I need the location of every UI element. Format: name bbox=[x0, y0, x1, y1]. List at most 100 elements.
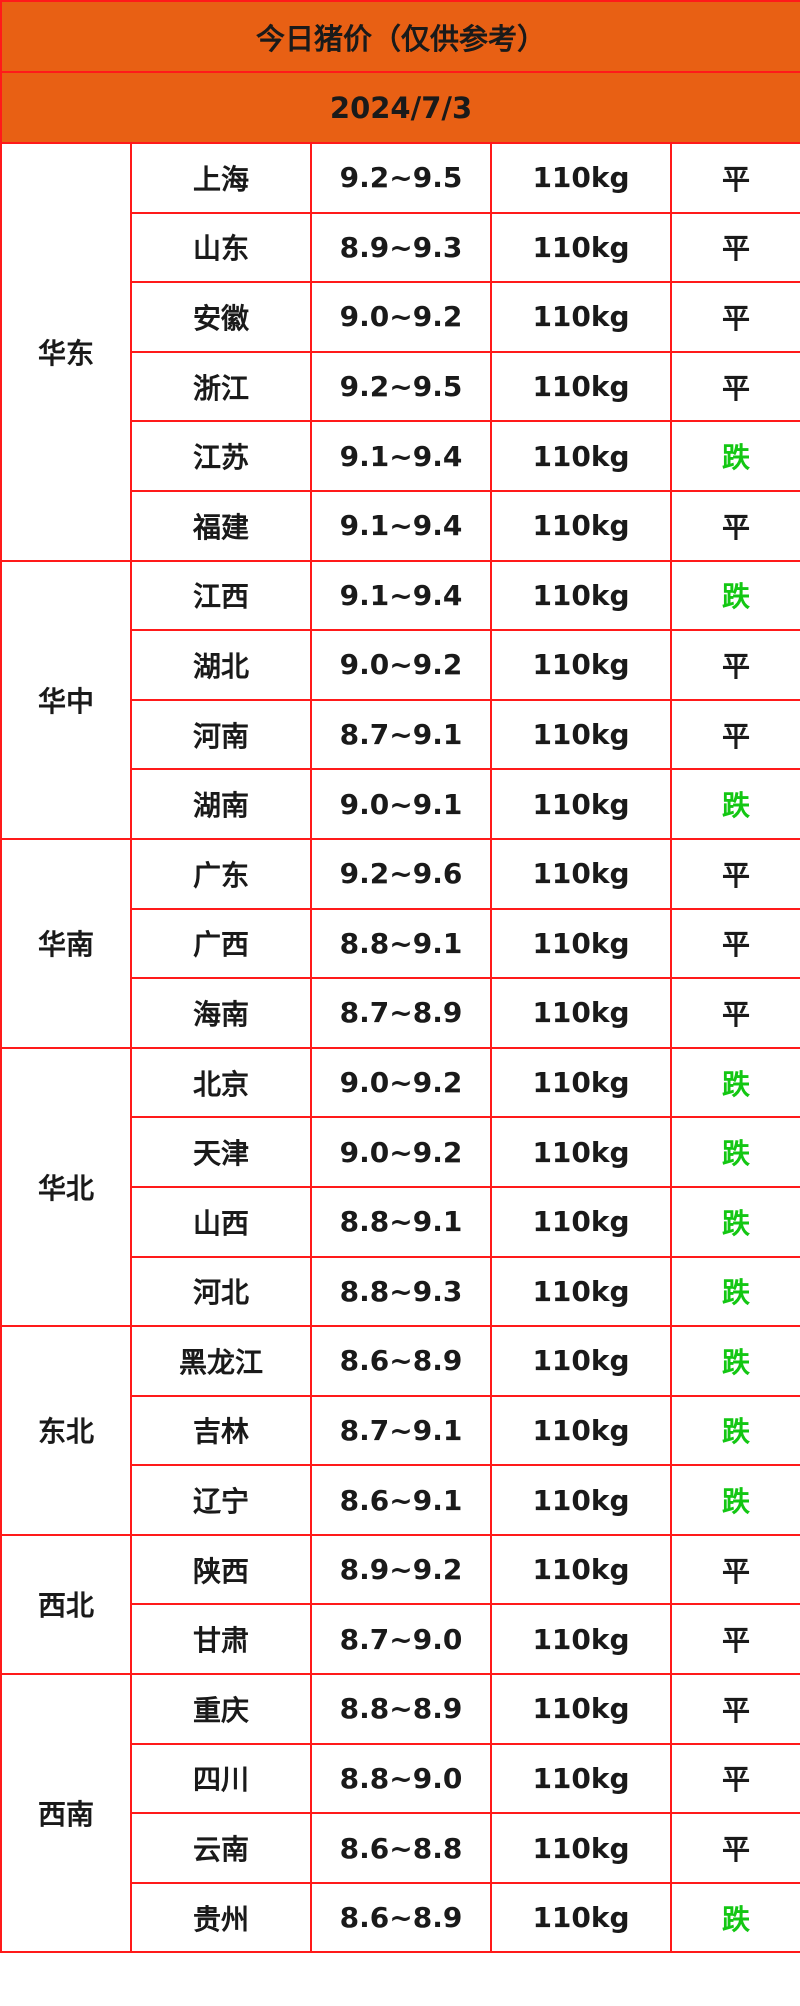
weight-cell: 110kg bbox=[490, 837, 672, 910]
province-cell: 四川 bbox=[130, 1742, 312, 1815]
trend-cell: 跌 bbox=[669, 420, 800, 492]
province-cell: 湖北 bbox=[130, 629, 312, 701]
table-row: 江苏 9.1~9.4 110kg 跌 bbox=[1, 420, 800, 492]
weight-cell: 110kg bbox=[490, 1603, 672, 1676]
weight-cell: 110kg bbox=[490, 1881, 672, 1954]
weight-cell: 110kg bbox=[490, 1046, 672, 1119]
province-cell: 甘肃 bbox=[130, 1603, 312, 1676]
price-cell: 9.0~9.2 bbox=[310, 629, 492, 701]
trend-cell: 平 bbox=[669, 1812, 800, 1884]
table-row: 福建 9.1~9.4 110kg 平 bbox=[1, 489, 800, 562]
province-cell: 山东 bbox=[130, 211, 312, 284]
price-cell: 8.8~9.1 bbox=[310, 907, 492, 980]
weight-cell: 110kg bbox=[490, 698, 672, 771]
trend-cell: 平 bbox=[669, 489, 800, 562]
table-row: 广西 8.8~9.1 110kg 平 bbox=[1, 907, 800, 980]
trend-cell: 跌 bbox=[669, 1116, 800, 1188]
province-cell: 山西 bbox=[130, 1185, 312, 1258]
weight-cell: 110kg bbox=[490, 1464, 672, 1536]
province-cell: 海南 bbox=[130, 977, 312, 1049]
trend-cell: 跌 bbox=[669, 1394, 800, 1467]
province-cell: 河南 bbox=[130, 698, 312, 771]
weight-cell: 110kg bbox=[490, 281, 672, 353]
weight-cell: 110kg bbox=[490, 907, 672, 980]
table-row: 西北 陕西 8.9~9.2 110kg 平 bbox=[0, 1533, 800, 1676]
province-cell: 重庆 bbox=[130, 1673, 312, 1745]
province-cell: 湖南 bbox=[130, 768, 312, 840]
region-cell: 东北 bbox=[0, 1325, 132, 1536]
table-row: 山东 8.9~9.3 110kg 平 bbox=[1, 211, 800, 284]
weight-cell: 110kg bbox=[490, 489, 672, 562]
trend-cell: 平 bbox=[669, 698, 800, 771]
trend-cell: 平 bbox=[669, 977, 800, 1049]
trend-cell: 平 bbox=[669, 907, 800, 980]
price-cell: 9.2~9.5 bbox=[310, 142, 492, 214]
weight-cell: 110kg bbox=[490, 420, 672, 492]
table-row: 华中 江西 9.1~9.4 110kg 跌 bbox=[0, 559, 800, 840]
weight-cell: 110kg bbox=[490, 1325, 672, 1397]
region-cell: 西南 bbox=[0, 1673, 132, 1954]
price-cell: 8.6~9.1 bbox=[310, 1464, 492, 1536]
weight-cell: 110kg bbox=[490, 1533, 672, 1606]
trend-cell: 平 bbox=[669, 837, 800, 910]
table-row: 华东 上海 9.2~9.5 110kg 平 bbox=[0, 142, 800, 562]
table-row: 天津 9.0~9.2 110kg 跌 bbox=[1, 1116, 800, 1188]
price-cell: 8.7~8.9 bbox=[310, 977, 492, 1049]
trend-cell: 跌 bbox=[669, 1185, 800, 1258]
table-row: 山西 8.8~9.1 110kg 跌 bbox=[1, 1185, 800, 1258]
table-row: 云南 8.6~8.8 110kg 平 bbox=[1, 1812, 800, 1884]
weight-cell: 110kg bbox=[490, 142, 672, 214]
weight-cell: 110kg bbox=[490, 1185, 672, 1258]
weight-cell: 110kg bbox=[490, 1742, 672, 1815]
trend-cell: 跌 bbox=[669, 1255, 800, 1328]
trend-cell: 跌 bbox=[669, 1046, 800, 1119]
province-cell: 天津 bbox=[130, 1116, 312, 1188]
price-cell: 9.2~9.6 bbox=[310, 837, 492, 910]
weight-cell: 110kg bbox=[490, 977, 672, 1049]
region-cell: 华东 bbox=[0, 142, 132, 562]
table-row: 浙江 9.2~9.5 110kg 平 bbox=[1, 350, 800, 423]
region-cell: 西北 bbox=[0, 1533, 132, 1676]
region-cell: 华中 bbox=[0, 559, 132, 840]
weight-cell: 110kg bbox=[490, 1394, 672, 1467]
table-row: 四川 8.8~9.0 110kg 平 bbox=[1, 1742, 800, 1815]
weight-cell: 110kg bbox=[490, 211, 672, 284]
table-row: 海南 8.7~8.9 110kg 平 bbox=[1, 977, 800, 1049]
province-cell: 浙江 bbox=[130, 350, 312, 423]
trend-cell: 平 bbox=[669, 1603, 800, 1676]
province-cell: 江西 bbox=[130, 559, 312, 632]
trend-cell: 平 bbox=[669, 1673, 800, 1745]
trend-cell: 平 bbox=[669, 350, 800, 423]
table-row: 安徽 9.0~9.2 110kg 平 bbox=[1, 281, 800, 353]
trend-cell: 跌 bbox=[669, 1464, 800, 1536]
table-row: 河北 8.8~9.3 110kg 跌 bbox=[1, 1255, 800, 1328]
weight-cell: 110kg bbox=[490, 1116, 672, 1188]
table-row: 湖北 9.0~9.2 110kg 平 bbox=[1, 629, 800, 701]
province-cell: 上海 bbox=[130, 142, 312, 214]
pig-price-table: 今日猪价（仅供参考） 2024/7/3 华东 上海 9.2~9.5 110kg 平山东 8… bbox=[0, 0, 800, 1954]
weight-cell: 110kg bbox=[490, 629, 672, 701]
price-cell: 8.8~9.3 bbox=[310, 1255, 492, 1328]
province-cell: 北京 bbox=[130, 1046, 312, 1119]
province-cell: 辽宁 bbox=[130, 1464, 312, 1536]
province-cell: 福建 bbox=[130, 489, 312, 562]
trend-cell: 平 bbox=[669, 142, 800, 214]
price-cell: 8.6~8.9 bbox=[310, 1881, 492, 1954]
table-row: 东北 黑龙江 8.6~8.9 110kg 跌 bbox=[0, 1325, 800, 1536]
trend-cell: 平 bbox=[669, 1742, 800, 1815]
price-cell: 8.9~9.2 bbox=[310, 1533, 492, 1606]
province-cell: 黑龙江 bbox=[130, 1325, 312, 1397]
table-row: 辽宁 8.6~9.1 110kg 跌 bbox=[1, 1464, 800, 1536]
price-cell: 8.7~9.1 bbox=[310, 1394, 492, 1467]
weight-cell: 110kg bbox=[490, 1812, 672, 1884]
trend-cell: 平 bbox=[669, 629, 800, 701]
trend-cell: 平 bbox=[669, 1533, 800, 1606]
table-row: 甘肃 8.7~9.0 110kg 平 bbox=[1, 1603, 800, 1676]
province-cell: 江苏 bbox=[130, 420, 312, 492]
province-cell: 陕西 bbox=[130, 1533, 312, 1606]
table-row: 贵州 8.6~8.9 110kg 跌 bbox=[1, 1881, 800, 1954]
price-cell: 9.1~9.4 bbox=[310, 420, 492, 492]
province-cell: 安徽 bbox=[130, 281, 312, 353]
table-date: 2024/7/3 bbox=[0, 71, 800, 144]
table-row: 西南 重庆 8.8~8.9 110kg 平 bbox=[0, 1673, 800, 1954]
